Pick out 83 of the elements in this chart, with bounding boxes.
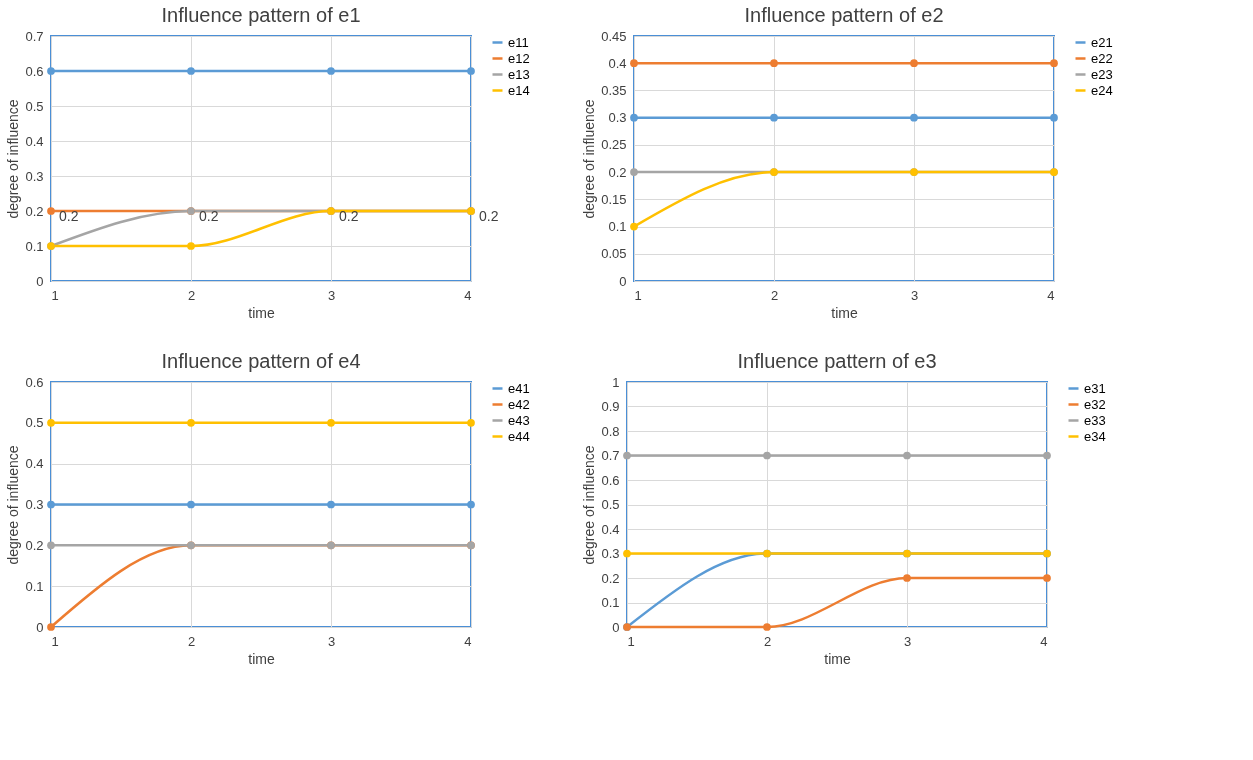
x-tick-label: 1 — [51, 633, 59, 649]
chart-title: Influence pattern of e4 — [161, 350, 361, 372]
x-tick-label: 2 — [763, 633, 772, 649]
y-tick-label: 0.2 — [25, 203, 44, 219]
legend-label: e42 — [508, 396, 530, 412]
x-tick-label: 4 — [1040, 633, 1048, 649]
y-tick-label: 0.3 — [601, 546, 620, 561]
x-tick-label: 4 — [464, 633, 472, 649]
y-tick-label: 0.5 — [601, 497, 620, 512]
y-tick-label: 0.1 — [601, 595, 620, 610]
y-tick-label: 0.7 — [601, 448, 620, 463]
y-tick-label: 0.3 — [608, 110, 627, 126]
y-tick-label: 0.1 — [25, 238, 44, 254]
y-tick-label: 0 — [36, 273, 44, 289]
y-tick-label: 0.1 — [608, 219, 627, 235]
y-tick-label: 0.9 — [601, 399, 620, 414]
x-tick-label: 2 — [770, 287, 779, 303]
y-tick-label: 0.2 — [25, 537, 44, 553]
x-axis-title: time — [824, 650, 851, 667]
y-tick-label: 0.2 — [601, 570, 620, 586]
y-tick-label: 0.35 — [601, 82, 627, 98]
y-axis-title: degree of influence — [5, 445, 22, 565]
legend-label: e12 — [508, 50, 530, 66]
x-tick-label: 2 — [187, 287, 196, 303]
legend-label: e41 — [508, 380, 530, 396]
y-tick-label: 1 — [612, 374, 620, 390]
legend-label: e33 — [1084, 412, 1106, 428]
y-tick-label: 0.6 — [601, 472, 620, 488]
y-axis-title: degree of influence — [581, 445, 598, 565]
y-tick-label: 0.4 — [608, 55, 627, 71]
y-tick-label: 0.2 — [608, 164, 627, 180]
y-tick-label: 0.1 — [25, 578, 44, 594]
y-tick-label: 0.4 — [25, 133, 44, 149]
x-tick-label: 3 — [903, 633, 912, 649]
x-tick-label: 4 — [1047, 287, 1055, 303]
x-tick-label: 3 — [327, 287, 336, 303]
chart-title: Influence pattern of e3 — [737, 350, 937, 372]
y-axis-title: degree of influence — [5, 99, 22, 219]
legend-label: e21 — [1091, 34, 1113, 50]
x-tick-label: 4 — [464, 287, 472, 303]
y-tick-label: 0.5 — [25, 98, 44, 114]
y-tick-label: 0.6 — [25, 374, 44, 390]
legend-label: e32 — [1084, 396, 1106, 412]
x-tick-label: 1 — [51, 287, 59, 303]
data-label: 0.2 — [199, 208, 219, 224]
y-tick-label: 0 — [36, 619, 44, 635]
y-tick-label: 0.25 — [601, 137, 627, 153]
y-tick-label: 0 — [619, 273, 627, 289]
y-tick-label: 0.6 — [25, 63, 44, 79]
legend-label: e44 — [508, 428, 530, 444]
x-axis-title: time — [248, 304, 275, 321]
legend-label: e31 — [1084, 380, 1106, 396]
legend-label: e34 — [1084, 428, 1106, 444]
x-axis-title: time — [248, 650, 275, 667]
y-tick-label: 0.3 — [25, 497, 44, 512]
y-tick-label: 0.3 — [25, 168, 44, 184]
x-axis-title: time — [831, 304, 858, 321]
y-tick-label: 0.5 — [25, 415, 44, 431]
y-tick-label: 0.45 — [601, 28, 627, 44]
legend-label: e22 — [1091, 50, 1113, 66]
legend-label: e14 — [508, 82, 530, 98]
legend-label: e43 — [508, 412, 530, 428]
y-tick-label: 0.7 — [25, 28, 44, 44]
legend-label: e24 — [1091, 82, 1113, 98]
legend-label: e23 — [1091, 66, 1113, 82]
chart-title: Influence pattern of e1 — [161, 4, 361, 26]
x-tick-label: 3 — [327, 633, 336, 649]
data-label: 0.2 — [59, 208, 79, 224]
x-tick-label: 1 — [634, 287, 642, 303]
x-tick-label: 2 — [187, 633, 196, 649]
data-label: 0.2 — [339, 208, 359, 224]
y-tick-label: 0.4 — [25, 456, 44, 472]
y-tick-label: 0.4 — [601, 521, 620, 537]
y-tick-label: 0.15 — [601, 191, 627, 207]
legend-label: e13 — [508, 66, 530, 82]
chart-title: Influence pattern of e2 — [744, 4, 944, 26]
y-tick-label: 0.8 — [601, 423, 620, 439]
legend-label: e11 — [508, 34, 529, 50]
y-tick-label: 0.05 — [601, 246, 627, 262]
x-tick-label: 3 — [910, 287, 919, 303]
data-label: 0.2 — [479, 208, 499, 224]
y-axis-title: degree of influence — [581, 99, 598, 219]
y-tick-label: 0 — [612, 619, 620, 635]
